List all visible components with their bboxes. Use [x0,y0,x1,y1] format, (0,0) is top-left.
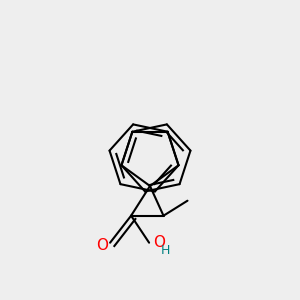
Text: O: O [154,235,166,250]
Text: O: O [97,238,109,253]
Text: H: H [161,244,170,257]
